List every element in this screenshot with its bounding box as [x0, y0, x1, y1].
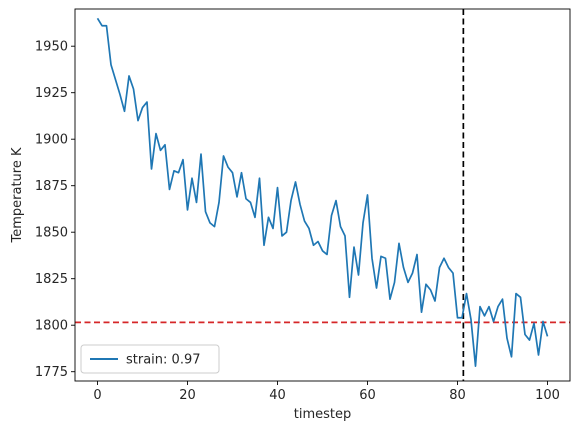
- x-axis-label: timestep: [294, 407, 352, 422]
- x-tick-label: 60: [359, 388, 376, 403]
- x-tick-label: 40: [269, 388, 286, 403]
- plot-frame: [74, 8, 571, 382]
- y-tick-label: 1775: [35, 365, 68, 380]
- y-tick-label: 1900: [35, 133, 68, 148]
- x-axis: 0 20 40 60 80 100: [93, 381, 560, 403]
- x-tick-label: 100: [535, 388, 560, 403]
- legend-box: [80, 344, 220, 374]
- legend: strain: 0.97: [80, 344, 220, 374]
- reference-lines: [75, 9, 570, 381]
- y-tick-label: 1825: [35, 272, 68, 287]
- series-layer: [96, 17, 549, 367]
- x-tick-label: 0: [93, 388, 101, 403]
- y-tick-label: 1875: [35, 179, 68, 194]
- y-axis: 1775 1800 1825 1850 1875 1900 1925 1950: [35, 40, 75, 380]
- y-tick-label: 1850: [35, 226, 68, 241]
- x-tick-label: 20: [179, 388, 196, 403]
- series-line-0: [96, 17, 549, 367]
- y-tick-label: 1950: [35, 40, 68, 55]
- y-tick-label: 1800: [35, 319, 68, 334]
- x-tick-label: 80: [449, 388, 466, 403]
- legend-label: strain: 0.97: [126, 353, 201, 368]
- y-tick-label: 1925: [35, 86, 68, 101]
- y-axis-label: Temperature K: [10, 147, 25, 243]
